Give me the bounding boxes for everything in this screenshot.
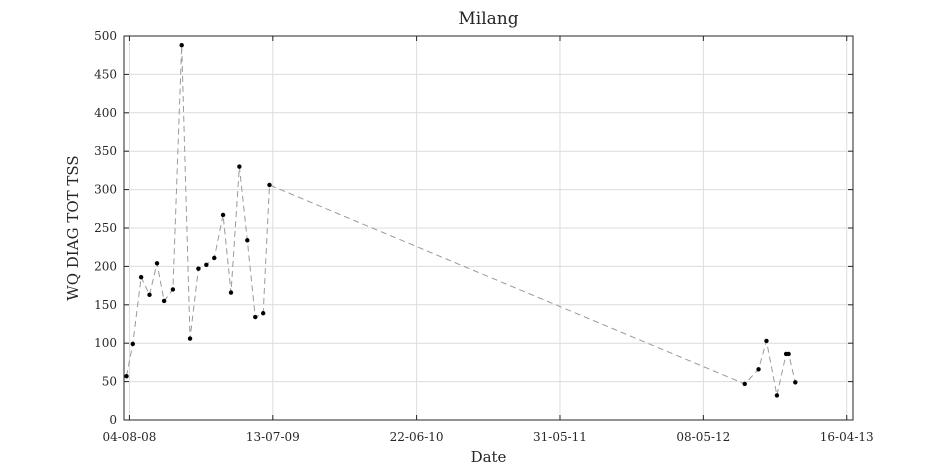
y-tick-label: 250 — [94, 221, 117, 235]
data-point — [179, 43, 184, 48]
x-tick-label: 04-08-08 — [102, 430, 156, 444]
data-point — [253, 314, 258, 320]
data-point — [124, 374, 129, 379]
data-point — [204, 262, 209, 268]
y-tick-label: 0 — [109, 413, 117, 427]
data-point — [764, 338, 769, 344]
y-axis-label: WQ DIAG TOT TSS — [64, 155, 82, 300]
data-point — [245, 238, 250, 243]
data-point — [786, 351, 791, 357]
y-tick-label: 500 — [94, 29, 117, 43]
data-point — [774, 393, 780, 398]
data-point — [212, 255, 217, 261]
data-point — [138, 274, 144, 280]
data-point — [161, 298, 167, 304]
y-tick-label: 450 — [94, 67, 117, 81]
series-layer — [124, 43, 798, 398]
y-tick-label: 400 — [94, 106, 117, 120]
data-point — [147, 292, 152, 298]
data-point — [793, 380, 798, 385]
data-point — [742, 381, 747, 387]
data-point — [228, 290, 234, 295]
y-tick-label: 50 — [102, 375, 117, 389]
x-tick-label: 08-05-12 — [676, 430, 730, 444]
data-point — [187, 336, 193, 341]
chart-title: Milang — [458, 9, 518, 29]
y-tick-label: 200 — [94, 259, 117, 273]
data-point — [267, 182, 272, 188]
series-line — [126, 45, 796, 396]
y-tick-label: 100 — [94, 336, 117, 350]
x-tick-label: 13-07-09 — [246, 430, 300, 444]
y-tick-label: 350 — [94, 144, 117, 158]
data-point — [237, 164, 242, 169]
ticks-layer: 0 50 100 150 200 250 300 350 400 450 500 04-08-08 13… — [94, 29, 874, 444]
data-point — [220, 212, 226, 218]
data-point — [170, 287, 176, 292]
x-axis-label: Date — [471, 448, 507, 466]
data-point — [260, 311, 266, 316]
data-point — [154, 261, 160, 266]
data-point — [756, 367, 761, 372]
data-point — [130, 341, 135, 347]
grid-layer — [124, 35, 853, 421]
y-tick-label: 150 — [94, 298, 117, 312]
x-tick-label: 16-04-13 — [820, 430, 874, 444]
x-tick-label: 22-06-10 — [390, 430, 444, 444]
data-point — [196, 266, 201, 271]
x-tick-label: 31-05-11 — [533, 430, 587, 444]
y-tick-label: 300 — [94, 183, 117, 197]
